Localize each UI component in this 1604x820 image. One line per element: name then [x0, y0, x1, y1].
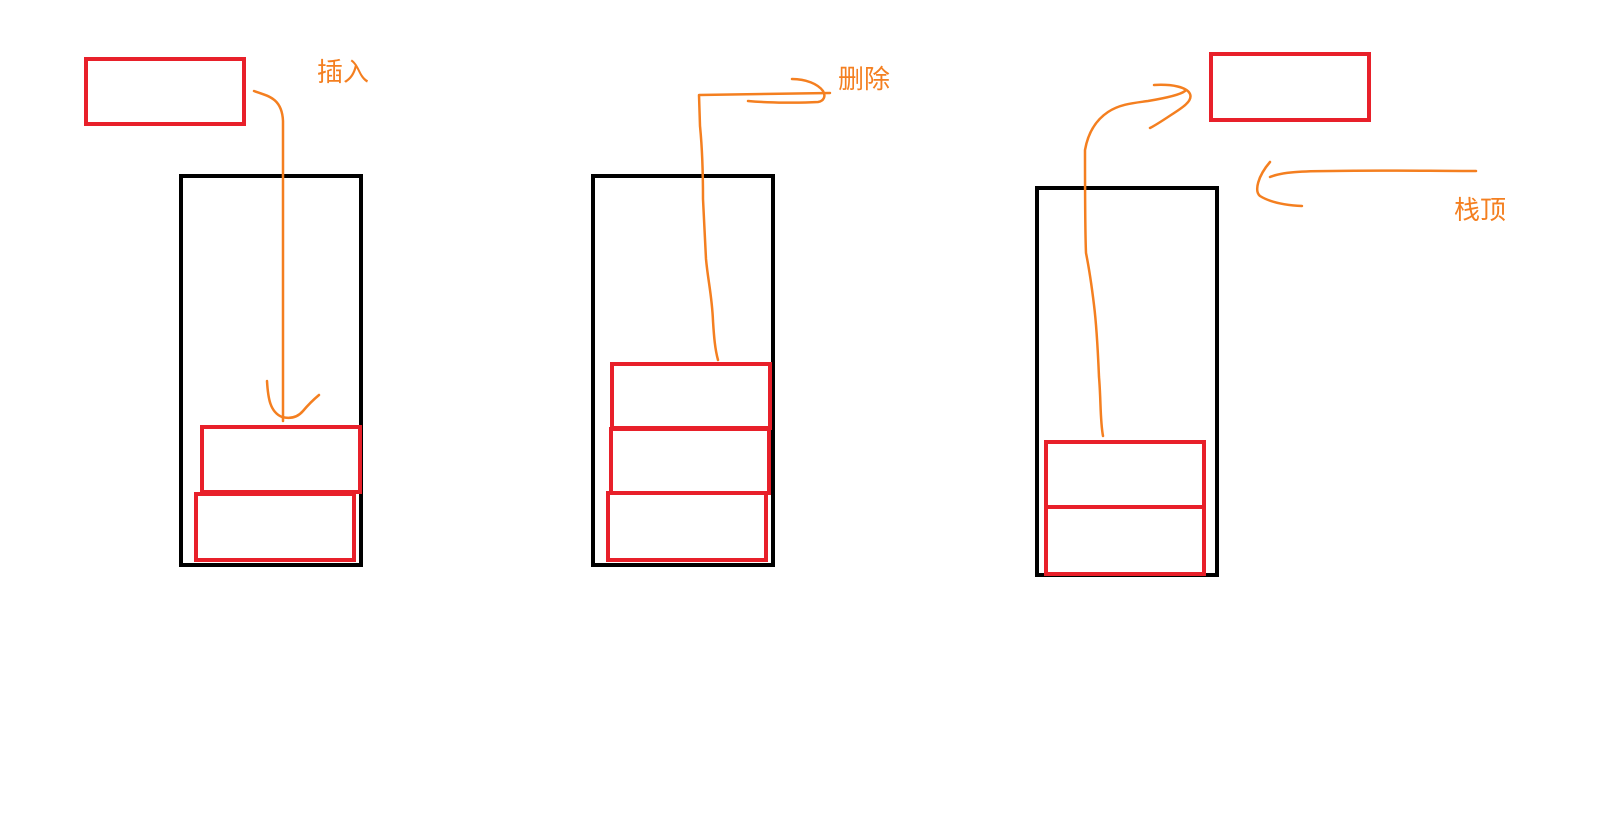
stack-1-outline: [179, 174, 363, 567]
stack-3-outline: [1035, 186, 1219, 577]
pop-arrow: [1083, 89, 1187, 438]
insert-arrowhead: [265, 379, 321, 420]
stack-2-block-1: [610, 362, 772, 430]
stack-2-block-3: [606, 491, 768, 562]
delete-arrowhead: [746, 77, 826, 104]
insert-label: 插入: [317, 58, 370, 88]
stack-3-block-2: [1044, 505, 1206, 576]
delete-label: 删除: [838, 65, 891, 95]
pop-arrowhead: [1148, 83, 1192, 130]
insert-arrow: [252, 89, 285, 423]
stack-1-block-1: [200, 425, 362, 494]
delete-arrow: [697, 91, 832, 362]
stack-2-outline: [591, 174, 775, 567]
stack-2-block-2: [609, 427, 771, 495]
popped-block: [1209, 52, 1371, 122]
top-label: 栈顶: [1454, 196, 1507, 226]
top-pointer-arrowhead: [1256, 160, 1304, 208]
stack-3-block-1: [1044, 440, 1206, 509]
top-pointer-line: [1268, 169, 1478, 179]
incoming-block: [84, 57, 246, 126]
stack-1-block-2: [194, 492, 356, 562]
